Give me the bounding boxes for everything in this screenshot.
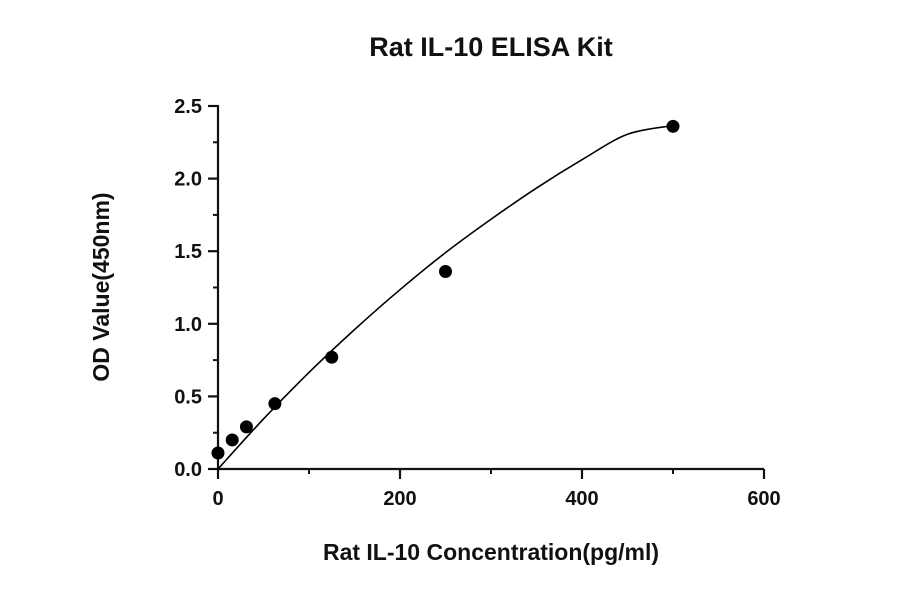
x-tick-label: 600 [747, 488, 780, 510]
y-tick-label: 0.0 [174, 459, 202, 481]
fit-curve-layer [217, 124, 674, 470]
data-point [325, 350, 339, 364]
data-point [439, 265, 452, 279]
x-axis-label: Rat IL-10 Concentration(pg/ml) [323, 539, 659, 565]
y-axis-label: OD Value(450nm) [88, 192, 114, 381]
y-tick-label: 0.5 [174, 386, 202, 408]
y-tick-label: 2.5 [174, 96, 202, 118]
data-point [225, 433, 239, 447]
data-point [666, 119, 680, 133]
chart-title: Rat IL-10 ELISA Kit [369, 32, 613, 62]
x-tick-label: 200 [383, 488, 416, 510]
fit-curve-line [217, 124, 674, 470]
data-point [239, 420, 253, 434]
y-tick-label: 2.0 [174, 169, 202, 191]
data-point [268, 397, 282, 411]
data-points-layer [211, 119, 680, 460]
y-tick-label: 1.0 [174, 314, 202, 336]
axes: 0.0 0.5 1.0 1.5 2.0 2.5 0 200 400 600 [174, 96, 781, 510]
x-tick-label: 400 [565, 488, 598, 510]
data-point [211, 446, 225, 460]
x-tick-label: 0 [212, 488, 223, 510]
y-tick-label: 1.5 [174, 241, 202, 263]
